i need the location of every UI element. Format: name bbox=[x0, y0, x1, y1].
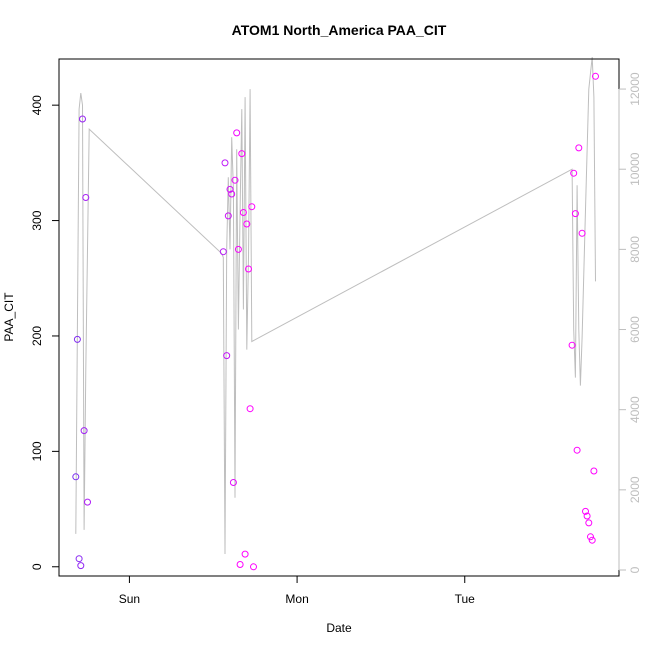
data-point bbox=[223, 352, 231, 360]
data-point bbox=[233, 129, 241, 137]
data-point bbox=[239, 209, 247, 216]
x-tick-label: Mon bbox=[285, 592, 308, 606]
data-point bbox=[224, 212, 232, 220]
y-right-tick-label: 12000 bbox=[628, 72, 642, 106]
y-right-tick-label: 6000 bbox=[628, 316, 642, 343]
data-point bbox=[238, 150, 246, 158]
data-point bbox=[243, 220, 251, 228]
data-point bbox=[84, 498, 91, 506]
y-right-tick-label: 4000 bbox=[628, 396, 642, 423]
data-point bbox=[587, 533, 594, 541]
point-series bbox=[72, 72, 599, 571]
data-point bbox=[80, 427, 88, 435]
y-tick-label: 100 bbox=[30, 441, 44, 461]
data-point bbox=[578, 229, 586, 237]
y-axis-right: 0 2000 4000 6000 8000 10000 12000 bbox=[618, 72, 642, 573]
data-point bbox=[231, 176, 239, 184]
data-point bbox=[571, 210, 579, 218]
x-axis: Sun Mon Tue bbox=[119, 575, 476, 606]
x-tick-label: Tue bbox=[455, 592, 476, 606]
data-point bbox=[228, 190, 236, 198]
y-right-tick-label: 8000 bbox=[628, 236, 642, 263]
data-point bbox=[234, 245, 242, 253]
data-point bbox=[590, 467, 598, 475]
data-point bbox=[248, 203, 256, 211]
data-point bbox=[77, 562, 85, 570]
data-point bbox=[570, 169, 578, 177]
data-point bbox=[245, 265, 252, 273]
data-point bbox=[73, 335, 81, 343]
y-right-tick-label: 0 bbox=[628, 566, 642, 573]
series-line bbox=[75, 56, 596, 555]
data-point bbox=[221, 159, 229, 167]
y-tick-label: 300 bbox=[30, 210, 44, 230]
data-point bbox=[250, 563, 257, 571]
y-tick-label: 200 bbox=[30, 326, 44, 346]
data-point bbox=[582, 507, 589, 515]
y-tick-label: 400 bbox=[30, 95, 44, 115]
y-right-tick-label: 10000 bbox=[628, 152, 642, 186]
data-point bbox=[236, 561, 244, 568]
data-point bbox=[75, 555, 83, 563]
x-axis-label: Date bbox=[326, 621, 352, 635]
data-point bbox=[226, 185, 234, 193]
data-point bbox=[79, 115, 86, 123]
y-axis-label: PAA_CIT bbox=[2, 292, 16, 342]
y-tick-label: 0 bbox=[30, 563, 44, 570]
data-point bbox=[229, 479, 237, 486]
plot-frame bbox=[58, 58, 620, 577]
data-point bbox=[246, 405, 254, 413]
data-point bbox=[592, 72, 599, 80]
y-right-tick-label: 2000 bbox=[628, 476, 642, 503]
data-point bbox=[575, 144, 583, 152]
data-point bbox=[72, 473, 80, 481]
data-point bbox=[241, 550, 249, 558]
data-point bbox=[219, 248, 227, 256]
data-point bbox=[583, 512, 591, 520]
data-point bbox=[585, 519, 593, 527]
data-point bbox=[82, 194, 90, 201]
data-point bbox=[588, 536, 596, 544]
line-series bbox=[75, 56, 596, 555]
chart-title: ATOM1 North_America PAA_CIT bbox=[232, 22, 447, 38]
x-tick-label: Sun bbox=[119, 592, 140, 606]
data-point bbox=[573, 446, 581, 454]
y-axis-left: 0 100 200 300 400 bbox=[30, 95, 60, 570]
data-point bbox=[568, 341, 576, 349]
